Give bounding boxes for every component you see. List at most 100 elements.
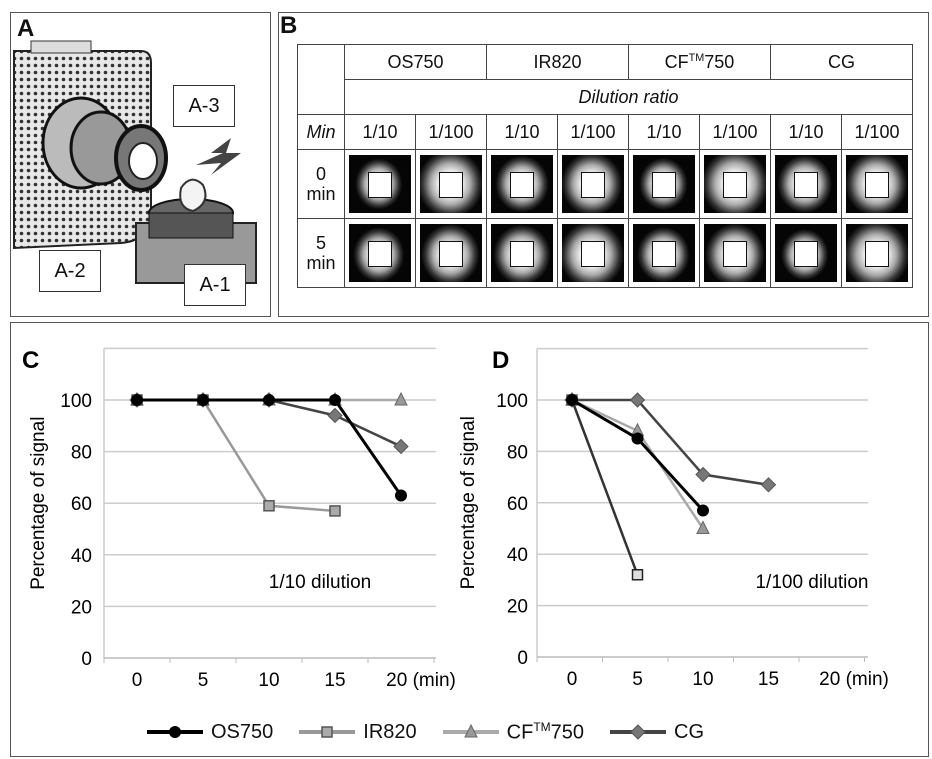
marker-diamond <box>629 392 646 408</box>
fluorescence-image <box>704 224 766 282</box>
series-line <box>137 398 403 497</box>
dilution-ratio-cell: 1/100 <box>557 114 629 150</box>
panel-label: C <box>22 347 39 374</box>
series-os750 <box>566 394 709 517</box>
legend-square-icon <box>299 726 356 739</box>
roi-square <box>439 172 463 198</box>
dye-header: IR820 <box>486 44 629 80</box>
marker-square <box>631 569 644 581</box>
y-tick-label: 60 <box>71 494 92 515</box>
fluorescence-image-cell <box>841 218 913 288</box>
marker-circle <box>697 504 709 517</box>
marker-diamond <box>630 724 646 741</box>
x-tick-label: 0 <box>567 669 578 690</box>
roi-square <box>865 241 889 267</box>
y-tick-label: 80 <box>71 443 92 464</box>
series-os750 <box>131 394 407 502</box>
series-cf750 <box>565 391 710 534</box>
chart-legend: OS750 IR820 CFTM750 CG <box>145 720 704 745</box>
fluorescence-image <box>775 155 837 213</box>
chart-c: C 0 20 40 60 80 100 0 5 10 15 20 (min) Percentage of… <box>22 347 456 691</box>
fluorescence-image <box>775 224 837 282</box>
y-tick-label: 0 <box>81 649 92 670</box>
fluorescence-image <box>633 155 695 213</box>
y-tick-label: 80 <box>507 442 528 463</box>
y-tick-label: 100 <box>496 391 528 412</box>
marker-diamond <box>327 407 343 424</box>
dye-header: CFTM750 <box>628 44 771 80</box>
panel-a-label: A <box>17 15 35 42</box>
imaging-device-illustration <box>13 40 257 284</box>
fluorescence-image-cell <box>628 218 700 288</box>
fluorescence-image-cell <box>486 218 558 288</box>
panel-cd <box>10 322 929 757</box>
fluorescence-image <box>349 224 411 282</box>
y-axis-label: Percentage of signal <box>458 416 479 589</box>
x-tick-label: 20 (min) <box>819 669 889 690</box>
marker-diamond <box>760 477 777 493</box>
series-line <box>137 398 336 513</box>
roi-square <box>368 172 392 198</box>
fluorescence-image <box>491 224 553 282</box>
roi-square <box>652 172 676 198</box>
marker-circle <box>169 726 181 739</box>
y-axis-label: Percentage of signal <box>28 417 49 590</box>
panel-label: D <box>492 347 509 374</box>
y-tick-label: 100 <box>60 391 92 412</box>
fluorescence-image <box>562 224 624 282</box>
dilution-ratio-cell: 1/10 <box>628 114 700 150</box>
marker-diamond <box>695 466 711 483</box>
marker-circle <box>566 394 578 406</box>
arrow-icon <box>196 138 241 175</box>
x-tick-label: 10 <box>258 670 279 691</box>
fluorescence-image-cell <box>699 149 771 219</box>
y-tick-label: 40 <box>507 545 528 566</box>
annotation: 1/10 dilution <box>269 572 371 593</box>
dye-label: OS750 <box>387 51 444 72</box>
fluorescence-image <box>349 155 411 213</box>
panel-a: A A-3 A-2 A-1 <box>10 12 271 317</box>
legend-item: CG <box>608 720 704 744</box>
legend-label: OS750 <box>211 720 274 743</box>
dye-label: IR820 <box>533 51 582 72</box>
roi-square <box>368 241 392 267</box>
fluorescence-image <box>491 155 553 213</box>
roi-square <box>794 172 818 198</box>
y-tick-label: 40 <box>71 546 92 567</box>
y-tick-label: 20 <box>507 597 528 618</box>
time-value: 0 <box>315 164 326 184</box>
legend-circle-icon <box>147 726 203 739</box>
x-tick-label: 5 <box>198 670 209 691</box>
fluorescence-image-cell <box>415 149 487 219</box>
legend-item: OS750 <box>145 720 273 744</box>
series-line <box>571 398 705 530</box>
legend-diamond-icon <box>610 724 667 741</box>
series-line <box>572 398 769 487</box>
time-value: 5 <box>315 233 326 253</box>
series-cg <box>564 392 777 493</box>
series-ir820 <box>566 394 644 581</box>
dilution-ratio-cell: 1/10 <box>770 114 842 150</box>
annotation: 1/100 dilution <box>755 572 868 593</box>
fluorescence-image <box>846 155 908 213</box>
roi-square <box>510 241 534 267</box>
marker-square <box>263 500 275 512</box>
marker-circle <box>631 432 644 445</box>
marker-circle <box>131 394 143 406</box>
x-tick-label: 10 <box>692 669 713 690</box>
y-tick-label: 20 <box>71 597 92 618</box>
dilution-ratio-cell: 1/10 <box>486 114 558 150</box>
y-tick-label: 0 <box>517 648 528 669</box>
fluorescence-image <box>420 224 482 282</box>
marker-diamond <box>393 438 409 455</box>
callout-a1: A-1 <box>184 264 246 306</box>
fluorescence-image <box>562 155 624 213</box>
marker-circle <box>395 489 407 502</box>
roi-square <box>652 241 676 267</box>
marker-triangle <box>696 520 710 534</box>
legend-item: CFTM750 <box>441 720 584 745</box>
legend-label: IR820 <box>363 720 417 743</box>
marker-triangle <box>463 724 478 738</box>
callout-a2: A-2 <box>39 250 101 292</box>
